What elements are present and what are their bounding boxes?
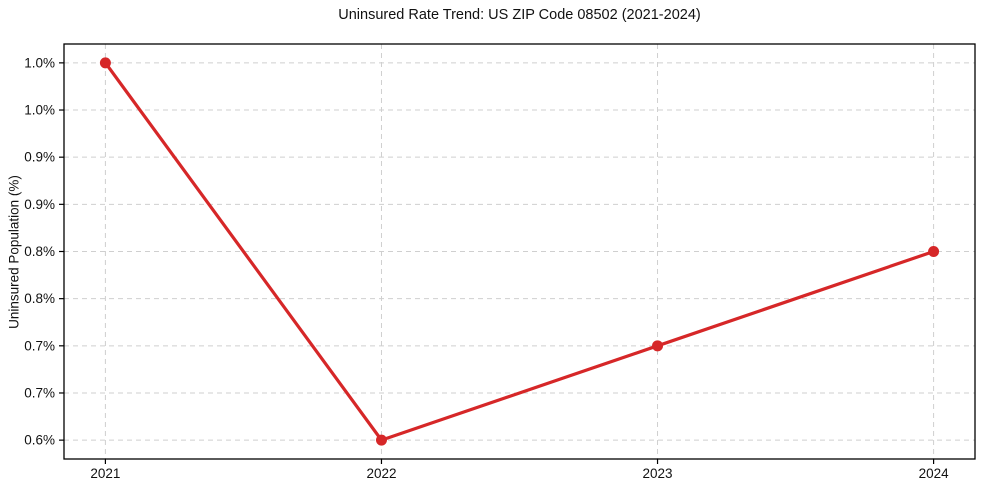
x-tick-label: 2024 bbox=[919, 466, 950, 481]
y-tick-label: 1.0% bbox=[24, 55, 55, 70]
chart-title: Uninsured Rate Trend: US ZIP Code 08502 … bbox=[338, 7, 701, 23]
y-tick-label: 0.9% bbox=[24, 150, 55, 165]
data-point bbox=[652, 340, 664, 352]
data-point bbox=[928, 246, 940, 257]
y-tick-label: 0.9% bbox=[24, 197, 55, 212]
y-tick-label: 0.7% bbox=[24, 385, 55, 400]
data-point bbox=[99, 57, 111, 69]
axis-ticks bbox=[59, 62, 935, 464]
plot-border bbox=[63, 43, 976, 460]
data-point bbox=[375, 434, 387, 446]
x-tick-label: 2022 bbox=[366, 466, 396, 481]
y-tick-label: 0.7% bbox=[24, 338, 55, 353]
y-tick-label: 1.0% bbox=[24, 103, 55, 118]
x-tick-label: 2021 bbox=[90, 466, 120, 481]
axis-tick-labels: 1.0% 1.0% 0.9% 0.9% 0.8% 0.8% 0.7% 0.7% 0.6% 2021… bbox=[24, 55, 949, 481]
gridlines bbox=[64, 44, 975, 459]
data-points bbox=[99, 57, 940, 446]
data-line bbox=[103, 61, 936, 442]
y-tick-label: 0.6% bbox=[24, 433, 55, 448]
x-tick-label: 2023 bbox=[643, 466, 673, 481]
y-tick-label: 0.8% bbox=[24, 244, 55, 259]
y-tick-label: 0.8% bbox=[24, 291, 55, 306]
